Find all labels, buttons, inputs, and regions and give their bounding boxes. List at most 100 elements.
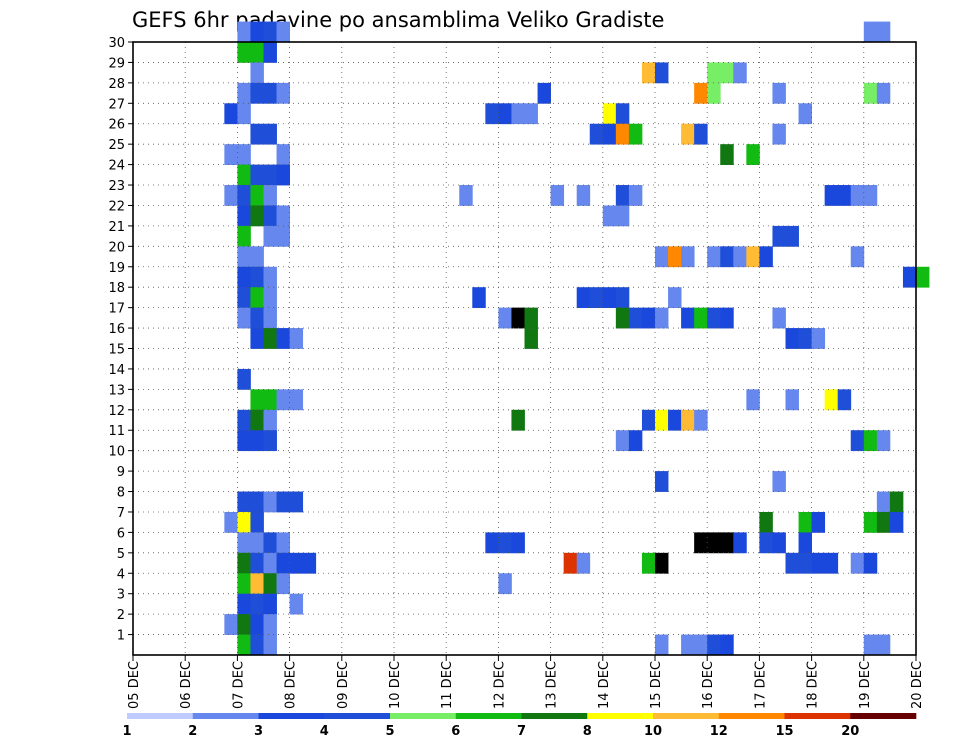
colorbar-label: 20 xyxy=(841,724,859,739)
heatmap-cell xyxy=(237,287,251,309)
heatmap-cell xyxy=(707,532,721,554)
y-tick-label: 21 xyxy=(108,220,125,235)
heatmap-cells xyxy=(224,21,930,656)
y-tick-label: 2 xyxy=(117,608,125,623)
heatmap-cell xyxy=(681,409,695,431)
heatmap-cell xyxy=(237,164,251,186)
heatmap-cell xyxy=(237,307,251,329)
colorbar-label: 4 xyxy=(320,724,329,739)
heatmap-cell xyxy=(276,205,290,227)
heatmap-cell xyxy=(576,552,591,574)
heatmap-cell xyxy=(785,225,799,247)
heatmap-cell xyxy=(772,471,786,492)
heatmap-cell xyxy=(694,123,708,145)
heatmap-cell xyxy=(224,144,238,165)
x-tick-label: 10 DEC xyxy=(388,661,403,709)
heatmap-cell xyxy=(250,552,264,574)
heatmap-cell xyxy=(759,246,773,268)
colorbar-label: 15 xyxy=(775,724,793,739)
colorbar-label: 7 xyxy=(517,724,526,739)
heatmap-cell xyxy=(250,593,264,615)
heatmap-cell xyxy=(707,62,721,84)
heatmap-cell xyxy=(655,409,669,431)
y-tick-label: 30 xyxy=(108,36,125,51)
heatmap-cell xyxy=(250,532,264,554)
heatmap-cell xyxy=(694,82,708,104)
heatmap-cell xyxy=(694,532,708,554)
x-tick-label: 11 DEC xyxy=(440,661,455,709)
heatmap-cell xyxy=(811,511,826,533)
heatmap-cell xyxy=(263,82,277,104)
heatmap-cell xyxy=(902,266,917,288)
y-tick-label: 16 xyxy=(108,322,125,337)
heatmap-cell xyxy=(681,634,695,656)
heatmap-cell xyxy=(863,185,878,206)
heatmap-cell xyxy=(289,389,304,411)
heatmap-cell xyxy=(237,430,251,452)
heatmap-cell xyxy=(511,307,525,329)
y-tick-label: 9 xyxy=(117,465,125,480)
colorbar-label: 8 xyxy=(583,724,592,739)
heatmap-cell xyxy=(681,307,695,329)
heatmap-cell xyxy=(263,42,277,63)
heatmap-cell xyxy=(889,511,904,533)
heatmap-cell xyxy=(824,389,839,411)
heatmap-cell xyxy=(250,266,264,288)
heatmap-cell xyxy=(576,185,591,206)
heatmap-cell xyxy=(250,614,264,635)
colorbar-label: 2 xyxy=(188,724,197,739)
heatmap-cell xyxy=(628,123,643,145)
heatmap-cell xyxy=(263,532,277,554)
heatmap-cell xyxy=(237,82,251,104)
heatmap-cell xyxy=(237,225,251,247)
heatmap-cell xyxy=(655,246,669,268)
heatmap-cell xyxy=(263,287,277,309)
heatmap-cell xyxy=(276,552,290,574)
heatmap-cell xyxy=(759,511,773,533)
heatmap-cell xyxy=(602,103,617,125)
heatmap-cell xyxy=(602,287,617,309)
heatmap-cell xyxy=(250,205,264,227)
x-tick-label: 09 DEC xyxy=(336,661,351,709)
heatmap-cell xyxy=(263,409,277,431)
x-tick-label: 14 DEC xyxy=(597,661,612,709)
heatmap-cell xyxy=(459,185,473,206)
heatmap-cell xyxy=(302,552,317,574)
heatmap-cell xyxy=(224,511,238,533)
y-tick-label: 4 xyxy=(117,567,125,582)
heatmap-cell xyxy=(237,246,251,268)
heatmap-cell xyxy=(263,266,277,288)
heatmap-cell xyxy=(707,246,721,268)
heatmap-cell xyxy=(720,634,734,656)
heatmap-cell xyxy=(224,614,238,635)
heatmap-cell xyxy=(720,532,734,554)
y-tick-label: 29 xyxy=(108,56,125,71)
x-tick-label: 18 DEC xyxy=(806,661,821,709)
heatmap-cell xyxy=(641,62,656,84)
x-tick-label: 08 DEC xyxy=(284,661,299,709)
heatmap-cell xyxy=(850,246,865,268)
x-tick-label: 17 DEC xyxy=(753,661,768,709)
heatmap-cell xyxy=(237,532,251,554)
heatmap-cell xyxy=(224,185,238,206)
heatmap-cell xyxy=(237,103,251,125)
y-tick-label: 1 xyxy=(117,629,125,644)
heatmap-cell xyxy=(628,307,643,329)
heatmap-cell xyxy=(237,491,251,513)
heatmap-cell xyxy=(511,103,525,125)
heatmap-cell xyxy=(237,21,251,43)
heatmap-cell xyxy=(668,287,682,309)
heatmap-cell xyxy=(550,185,565,206)
heatmap-cell xyxy=(263,164,277,186)
heatmap-cell xyxy=(628,185,643,206)
heatmap-cell xyxy=(250,328,264,349)
heatmap-cell xyxy=(694,409,708,431)
x-tick-label: 19 DEC xyxy=(858,661,873,709)
heatmap-cell xyxy=(655,307,669,329)
y-axis-ticks: 1234567891011121314151617181920212223242… xyxy=(108,36,133,644)
heatmap-cell xyxy=(289,491,304,513)
heatmap-cell xyxy=(498,573,512,595)
heatmap-cell xyxy=(237,42,251,63)
heatmap-cell xyxy=(263,389,277,411)
heatmap-cell xyxy=(237,409,251,431)
